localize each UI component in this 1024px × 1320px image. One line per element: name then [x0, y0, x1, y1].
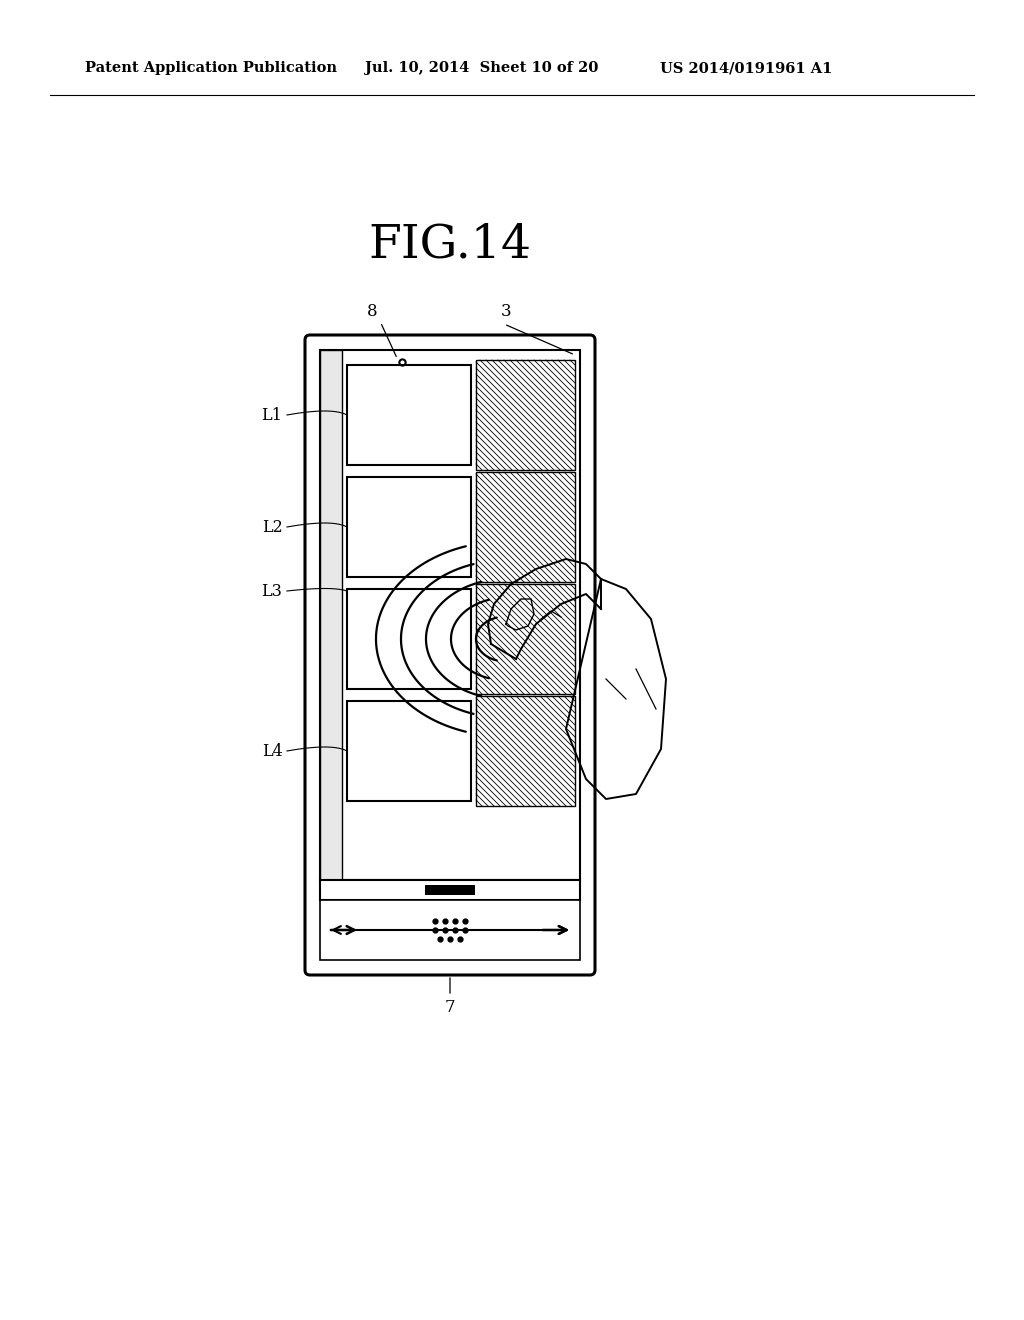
Text: Patent Application Publication: Patent Application Publication	[85, 61, 337, 75]
Bar	[347, 701, 471, 801]
Bar	[347, 589, 471, 689]
Bar	[476, 696, 575, 807]
Bar	[347, 366, 471, 465]
Text: L4: L4	[261, 742, 283, 759]
Text: 7: 7	[444, 999, 456, 1016]
Text: 8: 8	[367, 304, 378, 321]
Bar	[319, 350, 342, 880]
Text: L2: L2	[261, 519, 283, 536]
Text: 3: 3	[501, 304, 511, 321]
Text: L3: L3	[261, 582, 283, 599]
Text: US 2014/0191961 A1: US 2014/0191961 A1	[660, 61, 833, 75]
FancyBboxPatch shape	[305, 335, 595, 975]
Bar	[319, 880, 580, 900]
Text: FIG.14: FIG.14	[369, 222, 531, 268]
Bar	[347, 477, 471, 577]
Bar	[476, 473, 575, 582]
Bar	[476, 583, 575, 694]
Bar	[319, 900, 580, 960]
Text: Jul. 10, 2014  Sheet 10 of 20: Jul. 10, 2014 Sheet 10 of 20	[365, 61, 598, 75]
Text: L1: L1	[261, 407, 283, 424]
Bar	[425, 884, 475, 895]
Bar	[476, 360, 575, 470]
Bar	[319, 350, 580, 880]
